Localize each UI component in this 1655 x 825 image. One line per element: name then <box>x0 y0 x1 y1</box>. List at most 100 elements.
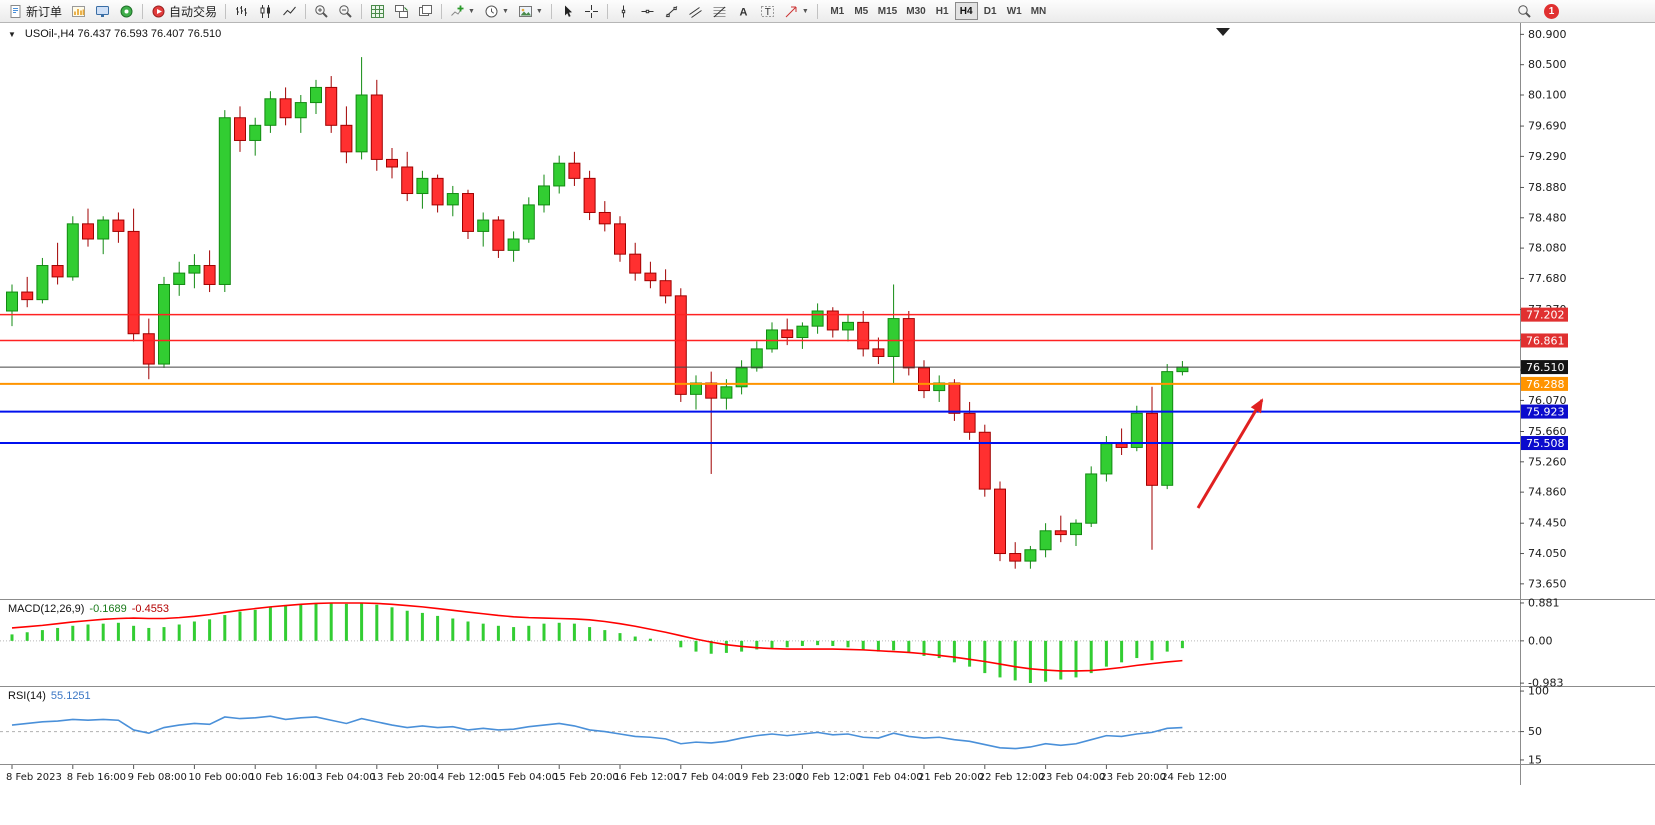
toolbar-separator <box>550 3 552 19</box>
charts-button[interactable] <box>67 1 90 21</box>
tile-windows-icon <box>371 4 385 18</box>
bull-candle <box>188 265 201 274</box>
green-circle-icon <box>120 5 133 17</box>
macd-tick-label: 0.00 <box>1528 634 1553 647</box>
templates-button[interactable]: ▼ <box>514 1 547 21</box>
vertical-line-tool-button[interactable] <box>612 1 635 21</box>
bull-candle <box>1039 530 1052 551</box>
timeframe-button-mn[interactable]: MN <box>1027 2 1051 20</box>
bear-candle <box>401 166 414 195</box>
search-button[interactable] <box>1513 1 1536 21</box>
bear-candle <box>629 253 642 274</box>
time-axis-label: 10 Feb 16:00 <box>249 772 315 783</box>
trendline-tool-button[interactable] <box>660 1 683 21</box>
bear-candle <box>598 211 611 225</box>
toolbar-separator <box>606 3 608 19</box>
timeframe-button-m1[interactable]: M1 <box>826 2 849 20</box>
timeframe-button-m5[interactable]: M5 <box>850 2 873 20</box>
bear-candle <box>82 223 94 240</box>
arrange-windows-button[interactable] <box>390 1 413 21</box>
toolbar: 新订单 自动交易 ▼ <box>0 0 1655 23</box>
horizontal-line-icon <box>641 9 654 13</box>
trend-arrow-annotation[interactable] <box>1196 399 1264 509</box>
notification-badge[interactable]: 1 <box>1544 3 1559 19</box>
bear-candle <box>340 124 353 153</box>
bear-candle <box>51 265 64 278</box>
periods-button[interactable]: ▼ <box>480 1 513 21</box>
timeframe-group: M1 M5 M15 M30 H1 H4 D1 W1 MN <box>826 2 1050 20</box>
price-tick-label: 75.260 <box>1528 455 1567 468</box>
zoom-out-icon <box>339 4 352 18</box>
chart-header: ▼ USOil-,H4 76.437 76.593 76.407 76.510 <box>8 28 221 40</box>
timeframe-button-h1[interactable]: H1 <box>931 2 954 20</box>
candlestick-mode-button[interactable] <box>254 1 277 21</box>
auto-trading-button[interactable]: 自动交易 <box>147 1 221 21</box>
price-badge <box>1521 360 1568 375</box>
timeframe-button-m30[interactable]: M30 <box>902 2 929 20</box>
crosshair-tool-button[interactable] <box>580 1 603 21</box>
bull-candle <box>310 86 322 104</box>
data-window-button[interactable] <box>115 1 138 21</box>
bull-candle <box>1161 371 1174 486</box>
bar-chart-mode-button[interactable] <box>230 1 253 21</box>
time-axis-label: 23 Feb 20:00 <box>1100 772 1166 783</box>
timeframe-button-d1[interactable]: D1 <box>979 2 1002 20</box>
bear-candle <box>1054 530 1067 536</box>
horizontal-line-tool-button[interactable] <box>636 1 659 21</box>
new-order-button[interactable]: 新订单 <box>4 1 66 21</box>
bear-candle <box>279 98 292 119</box>
time-axis-label: 9 Feb 08:00 <box>128 772 187 783</box>
bull-candle <box>6 291 18 312</box>
bar-chart-yellow-icon <box>72 5 86 17</box>
bull-candle <box>766 329 778 350</box>
bull-candle <box>538 185 550 206</box>
bear-candle <box>994 488 1006 555</box>
crosshair-icon <box>584 4 598 18</box>
bear-candle <box>127 230 140 335</box>
zoom-in-button[interactable] <box>310 1 333 21</box>
line-chart-icon <box>283 6 296 15</box>
text-tool-button[interactable]: A <box>732 1 755 21</box>
timeframe-button-h4[interactable]: H4 <box>954 2 978 20</box>
bear-candle <box>614 223 626 255</box>
macd-tick-label: 0.881 <box>1528 596 1560 609</box>
one-click-trading-toggle-icon[interactable]: ▼ <box>8 30 16 39</box>
zoom-in-icon <box>315 4 328 18</box>
time-axis-label: 13 Feb 04:00 <box>310 772 376 783</box>
arrows-tool-button[interactable]: ▼ <box>780 1 813 21</box>
bull-candle <box>173 272 186 285</box>
rsi-header: RSI(14) 55.1251 <box>8 690 91 702</box>
timeframe-button-w1[interactable]: W1 <box>1003 2 1026 20</box>
cursor-tool-button[interactable] <box>556 1 579 21</box>
macd-signal-value: -0.4553 <box>131 603 170 615</box>
zoom-out-button[interactable] <box>334 1 357 21</box>
bear-candle <box>918 367 930 392</box>
price-tick-label: 80.900 <box>1528 28 1567 41</box>
cascade-windows-button[interactable] <box>414 1 437 21</box>
price-badge-label: 75.923 <box>1526 406 1565 419</box>
bear-candle <box>234 117 246 141</box>
bull-candle <box>735 367 748 388</box>
fibonacci-tool-button[interactable] <box>708 1 731 21</box>
search-icon <box>1518 4 1531 18</box>
chevron-down-icon: ▼ <box>535 7 543 15</box>
bear-candle <box>386 158 398 168</box>
timeframe-button-m15[interactable]: M15 <box>874 2 901 20</box>
tile-windows-button[interactable] <box>366 1 389 21</box>
toolbar-right-group: 1 <box>1513 1 1559 21</box>
macd-main-value: -0.1689 <box>89 603 127 615</box>
profiles-button[interactable] <box>91 1 114 21</box>
bull-candle <box>1070 522 1082 536</box>
channel-tool-button[interactable] <box>684 1 707 21</box>
chart-title: USOil-,H4 76.437 76.593 76.407 76.510 <box>24 28 222 40</box>
svg-text:A: A <box>739 6 747 18</box>
text-label-tool-button[interactable]: T <box>756 1 779 21</box>
chevron-down-icon: ▼ <box>468 7 475 15</box>
line-chart-mode-button[interactable] <box>278 1 301 21</box>
text-icon: A <box>739 6 747 18</box>
rsi-indicator-label: RSI(14) <box>8 690 46 702</box>
indicators-button[interactable]: ▼ <box>446 1 479 21</box>
chart-shift-marker[interactable] <box>1216 28 1230 36</box>
chart-canvas[interactable]: 80.900 80.500 80.100 79.690 79.290 78.880 78.4… <box>0 23 1655 802</box>
bull-candle <box>218 117 231 285</box>
